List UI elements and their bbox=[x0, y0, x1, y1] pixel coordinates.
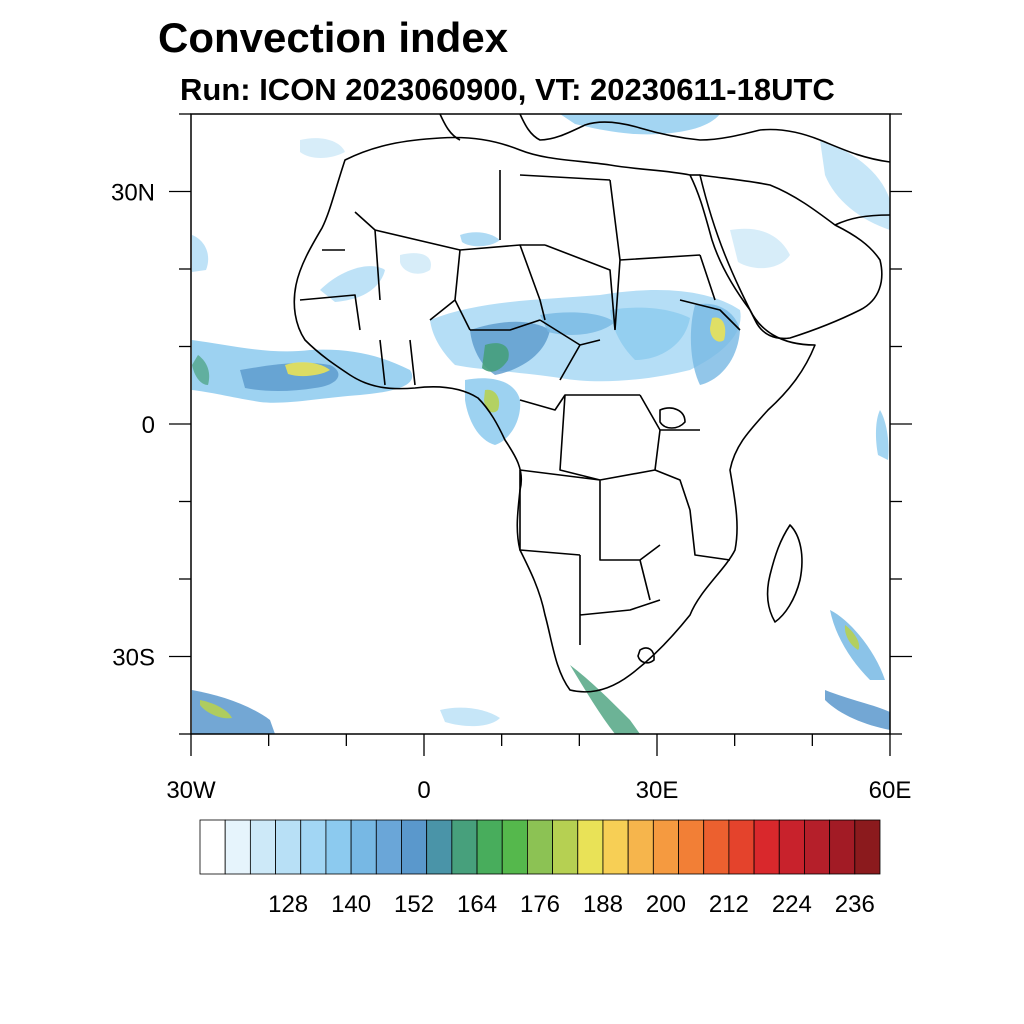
colorbar-swatch bbox=[804, 819, 831, 875]
convection-area-west-africa-peak bbox=[285, 362, 330, 377]
colorbar-label: 176 bbox=[520, 891, 560, 918]
colorbar-swatch bbox=[703, 819, 730, 875]
colorbar-swatch bbox=[627, 819, 654, 875]
chart-subtitle: Run: ICON 2023060900, VT: 20230611-18UTC bbox=[180, 72, 835, 107]
colorbar-swatch bbox=[199, 819, 226, 875]
colorbar-swatch bbox=[350, 819, 377, 875]
colorbar-swatch bbox=[224, 819, 251, 875]
colorbar-label: 128 bbox=[268, 891, 308, 918]
colorbar-swatch bbox=[476, 819, 503, 875]
coastlines-and-borders bbox=[293, 114, 890, 693]
colorbar-swatch bbox=[426, 819, 453, 875]
colorbar-swatch bbox=[778, 819, 805, 875]
colorbar-label: 164 bbox=[457, 891, 497, 918]
colorbar-label: 140 bbox=[331, 891, 371, 918]
colorbar-swatch bbox=[527, 819, 553, 875]
lat-tick-label: 30S bbox=[112, 645, 155, 672]
lon-tick-label: 60E bbox=[869, 777, 912, 804]
lat-tick-label: 30N bbox=[111, 180, 155, 207]
convection-area-mediterranean bbox=[560, 114, 720, 135]
colorbar-swatch bbox=[678, 819, 705, 875]
colorbar-swatch bbox=[577, 819, 604, 875]
colorbar-label: 224 bbox=[772, 891, 812, 918]
lon-tick-label: 0 bbox=[417, 777, 430, 804]
map-axes: 30N 0 30S 30W 0 30E 60E bbox=[111, 113, 912, 804]
colorbar-swatch bbox=[753, 819, 780, 875]
colorbar-swatch bbox=[375, 819, 402, 875]
colorbar-swatch bbox=[300, 819, 327, 875]
convection-shading bbox=[192, 114, 890, 734]
colorbar-swatch bbox=[451, 819, 478, 875]
convection-area-south-atlantic bbox=[192, 690, 275, 734]
colorbar-swatch bbox=[602, 819, 629, 875]
colorbar-swatch bbox=[728, 819, 755, 875]
colorbar-label: 236 bbox=[835, 891, 875, 918]
lat-tick-label: 0 bbox=[142, 412, 155, 439]
lake-victoria bbox=[659, 407, 686, 429]
lon-tick-label: 30E bbox=[636, 777, 679, 804]
convection-area-ethiopia bbox=[690, 303, 740, 385]
africa-coastline bbox=[293, 136, 816, 693]
lon-tick-label: 30W bbox=[166, 777, 216, 804]
colorbar-swatch bbox=[552, 819, 579, 875]
country-borders bbox=[299, 170, 741, 645]
arabian-peninsula-coastline bbox=[699, 174, 883, 340]
colorbar-swatch bbox=[401, 819, 428, 875]
colorbar-swatch bbox=[501, 819, 528, 875]
colorbar: 128 140 152 164 176 188 200 212 224 236 bbox=[199, 819, 881, 918]
colorbar-label: 200 bbox=[646, 891, 686, 918]
lesotho-border bbox=[637, 647, 655, 664]
colorbar-swatch bbox=[829, 819, 856, 875]
colorbar-label: 212 bbox=[709, 891, 749, 918]
colorbar-swatch bbox=[325, 819, 352, 875]
chart-title: Convection index bbox=[158, 14, 509, 61]
colorbar-label: 152 bbox=[394, 891, 434, 918]
colorbar-swatch bbox=[275, 819, 302, 875]
colorbar-label: 188 bbox=[583, 891, 623, 918]
colorbar-swatch bbox=[652, 819, 679, 875]
convection-area-iran bbox=[820, 140, 890, 230]
madagascar-coastline bbox=[766, 524, 803, 623]
colorbar-swatch bbox=[854, 819, 881, 875]
europe-coastline bbox=[519, 114, 761, 141]
map-frame bbox=[190, 113, 891, 735]
colorbar-swatch bbox=[249, 819, 276, 875]
